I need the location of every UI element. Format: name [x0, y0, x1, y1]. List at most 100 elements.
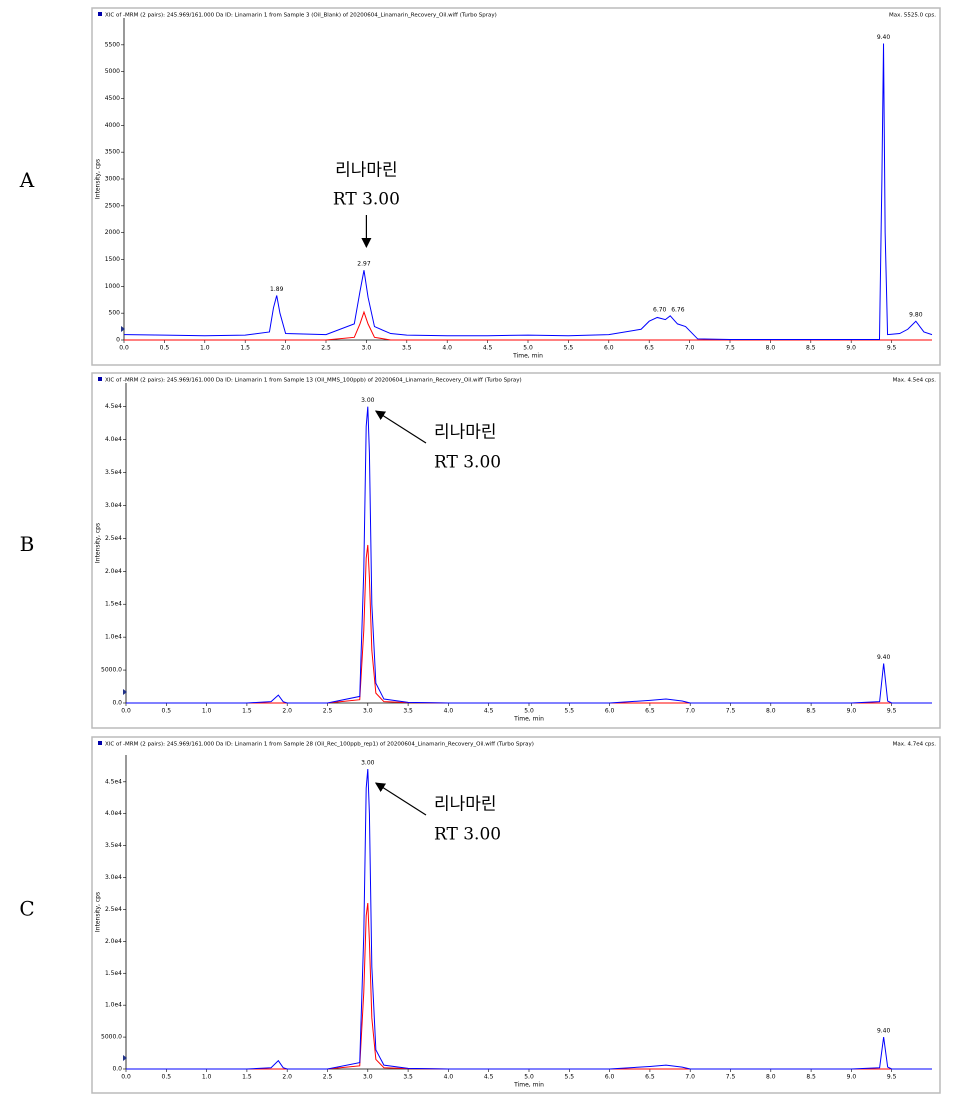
- x-tick-label: 1.0: [200, 345, 210, 352]
- header-title: XIC of -MRM (2 pairs): 245.969/161.000 D…: [105, 742, 534, 748]
- x-tick-label: 3.0: [363, 708, 373, 715]
- x-tick-label: 8.0: [766, 345, 776, 352]
- y-tick-label: 0: [116, 337, 120, 344]
- y-tick-label: 3.0e4: [105, 874, 122, 881]
- y-tick-label: 2.5e4: [105, 535, 122, 542]
- y-tick-label: 500: [109, 310, 121, 317]
- x-tick-label: 0.5: [162, 1074, 172, 1081]
- x-tick-label: 0.5: [160, 345, 170, 352]
- x-tick-label: 6.0: [604, 345, 614, 352]
- x-tick-label: 2.0: [281, 345, 291, 352]
- trace: [123, 43, 933, 340]
- x-tick-label: 2.0: [282, 708, 292, 715]
- x-tick-label: 8.0: [766, 708, 776, 715]
- x-tick-label: 9.5: [887, 345, 897, 352]
- y-tick-label: 3.0e4: [105, 502, 122, 509]
- y-axis-label: Intensity, cps: [95, 892, 102, 932]
- y-tick-label: 1.5e4: [105, 970, 122, 977]
- x-tick-label: 6.5: [645, 1074, 655, 1081]
- y-tick-label: 2.0e4: [105, 568, 122, 575]
- panel-label: A: [19, 168, 35, 192]
- x-tick-label: 9.5: [887, 708, 897, 715]
- x-tick-label: 4.0: [442, 345, 452, 352]
- x-tick-label: 5.0: [524, 1074, 534, 1081]
- x-tick-label: 6.5: [645, 708, 655, 715]
- x-tick-label: 3.5: [403, 1074, 413, 1081]
- y-tick-label: 5000: [105, 68, 120, 75]
- x-tick-label: 7.0: [685, 1074, 695, 1081]
- annotation: 리나마린: [335, 161, 398, 181]
- x-tick-label: 8.5: [806, 708, 816, 715]
- peak-label: 9.40: [877, 34, 891, 41]
- x-axis-label: Time, min: [513, 716, 544, 723]
- panel-frame: [91, 7, 941, 366]
- x-tick-label: 0.0: [119, 345, 129, 352]
- header-title: XIC of -MRM (2 pairs): 245.969/161.000 D…: [105, 378, 522, 384]
- header-title: XIC of -MRM (2 pairs): 245.969/161.000 D…: [105, 13, 497, 19]
- x-tick-label: 5.5: [565, 708, 575, 715]
- y-tick-label: 1500: [105, 256, 120, 263]
- x-tick-label: 3.5: [403, 708, 413, 715]
- header-max: Max. 4.5e4 cps.: [893, 378, 937, 384]
- y-tick-label: 2.5e4: [105, 906, 122, 913]
- x-tick-label: 3.0: [363, 1074, 373, 1081]
- x-tick-label: 5.5: [565, 1074, 575, 1081]
- x-tick-label: 1.5: [242, 708, 252, 715]
- x-tick-label: 9.0: [847, 708, 857, 715]
- x-tick-label: 0.0: [121, 1074, 131, 1081]
- y-tick-label: 4.0e4: [105, 436, 122, 443]
- x-tick-label: 2.5: [321, 345, 331, 352]
- y-tick-label: 4.5e4: [105, 403, 122, 410]
- x-tick-label: 4.5: [484, 1074, 494, 1081]
- x-tick-label: 4.5: [484, 708, 494, 715]
- annotation: 리나마린: [434, 423, 497, 443]
- y-tick-label: 3.5e4: [105, 469, 122, 476]
- x-tick-label: 7.0: [685, 708, 695, 715]
- x-tick-label: 1.0: [202, 1074, 212, 1081]
- axis-pointer: [123, 689, 127, 695]
- y-tick-label: 0.0: [112, 1066, 122, 1073]
- x-tick-label: 6.5: [644, 345, 654, 352]
- header-icon: [98, 377, 102, 381]
- x-tick-label: 4.0: [444, 1074, 454, 1081]
- y-axis-label: Intensity, cps: [95, 523, 102, 563]
- panel-label: B: [20, 532, 35, 556]
- trace: [126, 768, 932, 1070]
- x-tick-label: 5.0: [524, 708, 534, 715]
- y-tick-label: 3500: [105, 149, 120, 156]
- x-tick-label: 3.5: [402, 345, 412, 352]
- y-tick-label: 1.5e4: [105, 601, 122, 608]
- trace: [126, 544, 932, 704]
- peak-label: 9.40: [877, 1028, 891, 1035]
- annotation: RT 3.00: [434, 453, 501, 473]
- x-tick-label: 5.0: [523, 345, 533, 352]
- annotation-arrow: [374, 782, 427, 816]
- x-tick-label: 2.5: [323, 1074, 333, 1081]
- x-tick-label: 3.0: [362, 345, 372, 352]
- y-tick-label: 3.5e4: [105, 842, 122, 849]
- peak-label: 6.76: [671, 306, 685, 313]
- peak-label: 2.97: [357, 261, 371, 268]
- x-tick-label: 7.5: [726, 708, 736, 715]
- x-tick-label: 9.5: [887, 1074, 897, 1081]
- peak-label: 9.80: [909, 312, 923, 319]
- peak-label: 3.00: [361, 397, 375, 404]
- x-tick-label: 4.5: [483, 345, 493, 352]
- peak-label: 1.89: [270, 286, 284, 293]
- annotation: 리나마린: [434, 795, 497, 815]
- y-tick-label: 2.0e4: [105, 938, 122, 945]
- axis-pointer: [123, 1055, 127, 1061]
- x-tick-label: 2.5: [323, 708, 333, 715]
- y-tick-label: 4.5e4: [105, 778, 122, 785]
- header-max: Max. 5525.0 cps.: [889, 13, 936, 19]
- x-tick-label: 9.0: [847, 1074, 857, 1081]
- panel-label: C: [19, 897, 34, 921]
- x-tick-label: 7.0: [685, 345, 695, 352]
- x-tick-label: 5.5: [564, 345, 574, 352]
- annotation: RT 3.00: [333, 190, 400, 210]
- y-tick-label: 2000: [105, 229, 120, 236]
- x-tick-label: 7.5: [726, 1074, 736, 1081]
- annotation: RT 3.00: [434, 825, 501, 845]
- x-tick-label: 4.0: [444, 708, 454, 715]
